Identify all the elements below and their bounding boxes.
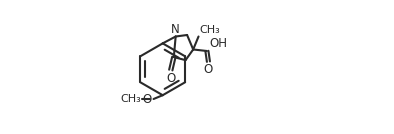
Text: CH₃: CH₃ [199, 25, 220, 35]
Text: OH: OH [209, 37, 227, 50]
Text: CH₃: CH₃ [121, 94, 141, 104]
Text: O: O [204, 64, 213, 77]
Text: N: N [171, 23, 180, 36]
Text: O: O [166, 72, 175, 85]
Text: O: O [143, 92, 152, 105]
